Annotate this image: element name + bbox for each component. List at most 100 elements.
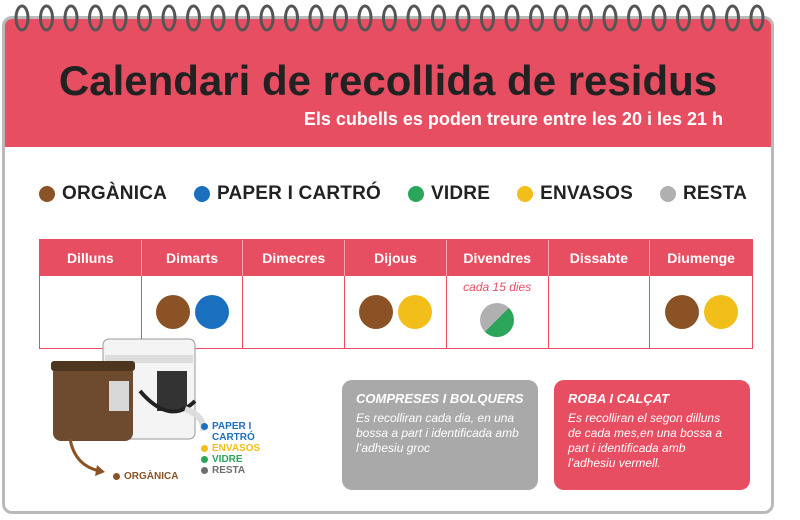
note-text: Es recolliran cada dia, en una bossa a p…	[356, 411, 519, 455]
label-dot	[201, 467, 208, 474]
ring	[357, 4, 373, 32]
bin-dot	[194, 295, 229, 329]
day-cell: cada 15 dies	[447, 276, 549, 348]
white-bin-label	[157, 371, 187, 411]
brown-bin-label	[109, 381, 129, 411]
bin-dot	[397, 295, 432, 329]
ring	[308, 4, 324, 32]
day-cell	[650, 276, 752, 348]
ring	[529, 4, 544, 32]
day-cell	[345, 276, 447, 348]
title: Calendari de recollida de residus	[58, 57, 718, 104]
label-dot	[113, 473, 120, 480]
legend-label: ORGÀNICA	[62, 183, 168, 204]
ring	[627, 4, 642, 32]
ring	[431, 4, 446, 32]
ring	[406, 4, 422, 32]
ring	[88, 4, 103, 32]
ring	[259, 4, 275, 32]
ring	[14, 4, 30, 32]
label-text: ORGÀNICA	[124, 471, 179, 482]
ring	[602, 4, 618, 32]
day-cell	[142, 276, 244, 348]
ring	[161, 4, 177, 32]
day-header: Dijous	[345, 240, 447, 276]
ring	[651, 4, 667, 32]
label-text: PAPER I CARTRÓ	[212, 421, 255, 443]
white-bin-lid	[105, 355, 193, 363]
calendar-table: Dilluns Dimarts Dimecres Dijous Divendres Dis…	[39, 239, 753, 349]
legend-item: ENVASOS	[517, 183, 633, 205]
ring	[284, 4, 299, 32]
ring	[749, 4, 765, 32]
ring	[578, 4, 593, 32]
note-text: Es recolliran el segon dilluns de cada m…	[568, 411, 723, 470]
day-header: Dimecres	[243, 240, 346, 276]
brown-bin-lid	[51, 361, 135, 371]
day-cell	[549, 276, 651, 348]
white-bin-handle	[138, 389, 197, 414]
ring	[480, 4, 495, 32]
legend-dot	[660, 186, 676, 202]
legend-label: PAPER I CARTRÓ	[217, 183, 382, 204]
day-header: Dimarts	[141, 240, 244, 276]
illustration-label: VIDRE	[201, 454, 281, 465]
ring	[725, 4, 740, 32]
legend-label: RESTA	[683, 183, 747, 204]
legend-dot	[517, 186, 534, 202]
note-title: ROBA I CALÇAT	[568, 391, 670, 406]
label-text: RESTA	[212, 465, 246, 476]
illustration-labels: PAPER I CARTRÓ ENVASOS VIDRE RESTA	[201, 421, 281, 476]
legend-item: RESTA	[660, 183, 747, 205]
legend-item: VIDRE	[408, 183, 490, 205]
calendar-card: Calendari de recollida de residus Els cu…	[2, 16, 774, 514]
split-bin	[480, 303, 515, 337]
label-dot	[201, 456, 208, 463]
ring	[39, 4, 54, 32]
ring	[676, 4, 691, 32]
label-text: ENVASOS	[212, 443, 261, 454]
legend-item: ORGÀNICA	[39, 183, 167, 205]
bin-dot	[155, 295, 190, 329]
legend-item: PAPER I CARTRÓ	[194, 183, 381, 205]
cell-note: cada 15 dies	[463, 280, 532, 294]
illustration-label: PAPER I CARTRÓ	[201, 421, 281, 443]
ring	[235, 4, 250, 32]
ring	[455, 4, 471, 32]
legend: ORGÀNICA PAPER I CARTRÓ VIDRE ENVASOS RESTA	[39, 183, 747, 205]
note-box: COMPRESES I BOLQUERS Es recolliran cada d…	[342, 380, 538, 490]
bins-illustration	[51, 338, 205, 476]
header: Calendari de recollida de residus Els cu…	[5, 19, 771, 147]
legend-dot	[408, 186, 425, 202]
ring	[210, 4, 226, 32]
bin-dot	[664, 295, 699, 329]
illustration-label: ENVASOS	[201, 443, 281, 454]
subtitle: Els cubells es poden treure entre les 20…	[303, 109, 723, 129]
label-text: VIDRE	[212, 454, 243, 465]
bin-dot	[703, 295, 738, 329]
day-header: Dilluns	[40, 240, 142, 276]
arrow	[68, 438, 101, 473]
ring	[553, 4, 569, 32]
legend-dot	[194, 186, 211, 202]
ring	[112, 4, 128, 32]
organic-label: ORGÀNICA	[113, 471, 178, 482]
note-title: COMPRESES I BOLQUERS	[356, 391, 524, 406]
legend-label: VIDRE	[431, 183, 491, 204]
legend-dot	[39, 186, 55, 202]
illustration-label: RESTA	[201, 465, 281, 476]
ring	[137, 4, 152, 32]
ring	[504, 4, 520, 32]
day-header: Divendres	[446, 240, 549, 276]
day-cell	[40, 276, 142, 348]
day-header: Diumenge	[650, 240, 752, 276]
arrow-head	[95, 465, 105, 476]
ring	[63, 4, 79, 32]
spiral-binding	[14, 4, 765, 32]
ring	[186, 4, 201, 32]
label-dot	[201, 445, 208, 452]
ring	[333, 4, 348, 32]
day-header: Dissabte	[548, 240, 651, 276]
note-box: ROBA I CALÇAT Es recolliran el segon dill…	[554, 380, 750, 490]
